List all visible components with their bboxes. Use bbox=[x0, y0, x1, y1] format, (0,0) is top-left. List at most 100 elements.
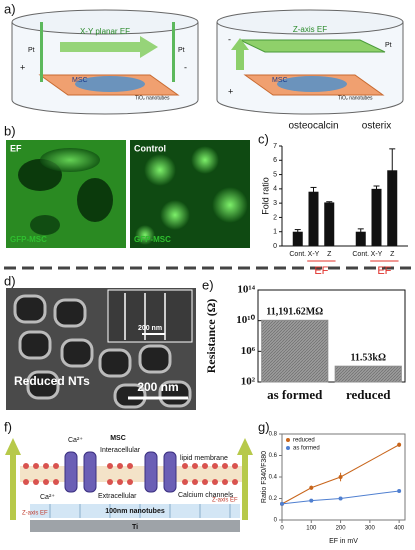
pole: + bbox=[20, 62, 25, 72]
marker bbox=[338, 496, 343, 501]
substrate: TiO₂ nanotubes bbox=[135, 95, 170, 101]
x-tick-label: 200 bbox=[336, 526, 347, 532]
metal-label: Ti bbox=[132, 524, 138, 531]
x-tick-label: 300 bbox=[365, 526, 376, 532]
pole: - bbox=[228, 34, 231, 44]
marker bbox=[397, 442, 402, 447]
bar bbox=[355, 231, 366, 246]
group-title: osteocalcin bbox=[288, 121, 338, 132]
x-tick-label: Z bbox=[390, 251, 395, 258]
scale-label: 200 nm bbox=[137, 380, 178, 394]
y-tick-label: 0 bbox=[273, 243, 277, 250]
dish-right bbox=[216, 9, 404, 115]
bar bbox=[261, 319, 329, 383]
panel-label: c) bbox=[258, 131, 269, 146]
membrane-diagram bbox=[5, 438, 253, 532]
sample-label: Reduced NTs bbox=[14, 374, 90, 388]
marker bbox=[280, 501, 284, 506]
x-tick-label: Cont. bbox=[289, 251, 306, 258]
region-label: Extracellular bbox=[98, 493, 137, 500]
legend-label: reduced bbox=[293, 438, 315, 444]
ion-label: Ca²⁺ bbox=[68, 437, 83, 444]
y-tick-label: 3 bbox=[273, 200, 277, 207]
y-tick-label: 6 bbox=[273, 157, 277, 164]
y-tick-label: 5 bbox=[273, 171, 277, 178]
bar bbox=[308, 191, 319, 246]
y-axis-label: Resistance (Ω) bbox=[204, 299, 218, 374]
x-tick-label: Z bbox=[327, 251, 332, 258]
field-label: Z-axis EF bbox=[212, 498, 238, 504]
legend-marker bbox=[286, 438, 290, 442]
panel-label: g) bbox=[258, 419, 270, 434]
image-tag: Control bbox=[134, 143, 166, 153]
bracket-label: EF bbox=[314, 265, 328, 277]
ion-label: Ca²⁺ bbox=[40, 494, 55, 501]
region-label: Interacellular bbox=[100, 447, 141, 454]
y-axis-label: Fold ratio bbox=[260, 177, 270, 215]
sem-image bbox=[6, 288, 196, 410]
x-tick-label: reduced bbox=[346, 387, 391, 402]
membrane-label: lipid membrane bbox=[180, 455, 228, 462]
y-tick-label: 0.2 bbox=[269, 496, 278, 502]
x-tick-label: Cont. bbox=[352, 251, 369, 258]
micrograph bbox=[6, 140, 126, 248]
x-tick-label: 0 bbox=[280, 526, 284, 532]
x-tick-label: X-Y bbox=[371, 251, 383, 258]
pole: + bbox=[228, 86, 233, 96]
ef-title: X-Y planar EF bbox=[80, 27, 130, 36]
micrograph bbox=[130, 140, 250, 248]
y-tick-label: 0.6 bbox=[269, 453, 278, 459]
x-tick-label: as formed bbox=[267, 387, 323, 402]
y-tick-label: 10¹⁴ bbox=[237, 284, 255, 296]
cell-label: MSC bbox=[110, 435, 126, 442]
ef-title: Z-axis EF bbox=[293, 25, 327, 34]
image-caption: GFP-MSC bbox=[10, 235, 47, 244]
group-title: osterix bbox=[362, 121, 391, 132]
electrode: Pt bbox=[385, 42, 392, 49]
y-tick-label: 4 bbox=[273, 186, 277, 193]
x-tick-label: 100 bbox=[306, 526, 317, 532]
bar bbox=[387, 170, 398, 246]
panel-label: b) bbox=[4, 123, 16, 138]
cells: MSC bbox=[72, 77, 88, 84]
bracket-label: EF bbox=[377, 265, 391, 277]
plot-frame bbox=[257, 289, 406, 383]
marker bbox=[309, 485, 314, 490]
x-axis-label: EF in mV bbox=[329, 538, 358, 545]
marker bbox=[309, 498, 314, 503]
bar bbox=[371, 188, 382, 246]
marker bbox=[397, 488, 402, 493]
bar bbox=[334, 365, 402, 383]
channel-label: Calcium channels bbox=[178, 492, 234, 499]
series-line bbox=[281, 490, 400, 505]
legend-label: as formed bbox=[293, 446, 320, 452]
y-tick-label: 1 bbox=[273, 229, 277, 236]
image-tag: EF bbox=[10, 143, 22, 153]
y-tick-label: 0 bbox=[274, 518, 278, 524]
electrode: Pt bbox=[178, 47, 185, 54]
panel-label: f) bbox=[4, 419, 12, 434]
tube-label: 100nm nanotubes bbox=[105, 508, 165, 515]
pole: - bbox=[184, 62, 187, 72]
marker bbox=[338, 475, 343, 479]
panel-label: d) bbox=[4, 273, 16, 288]
electrode: Pt bbox=[28, 47, 35, 54]
value-label: 11,191.62MΩ bbox=[266, 307, 323, 318]
y-tick-label: 10² bbox=[241, 376, 256, 388]
dish-left bbox=[11, 9, 199, 115]
panel-label: e) bbox=[202, 277, 214, 292]
x-tick-label: 400 bbox=[394, 526, 405, 532]
y-tick-label: 0.4 bbox=[269, 475, 278, 481]
cells: MSC bbox=[272, 77, 288, 84]
field-label: Z-axis EF bbox=[22, 511, 48, 517]
bar bbox=[324, 202, 335, 246]
y-axis-label: Ratio F340/F380 bbox=[261, 451, 268, 503]
series-line bbox=[281, 444, 400, 505]
y-tick-label: 10¹⁰ bbox=[236, 314, 255, 326]
substrate: TiO₂ nanotubes bbox=[338, 95, 373, 101]
y-tick-label: 10⁶ bbox=[241, 345, 256, 357]
scale-label: 200 nm bbox=[138, 325, 162, 332]
image-caption: GFP-MSC bbox=[134, 235, 171, 244]
y-tick-label: 7 bbox=[273, 143, 277, 150]
